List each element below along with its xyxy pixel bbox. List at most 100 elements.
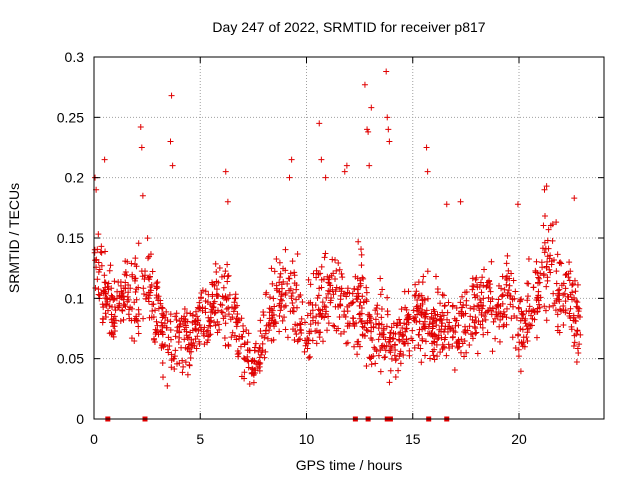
data-point <box>400 351 407 358</box>
data-point <box>400 332 407 339</box>
data-point <box>540 270 547 277</box>
data-point <box>304 345 311 352</box>
data-point <box>508 270 515 277</box>
data-point <box>446 345 453 352</box>
data-point <box>234 348 241 355</box>
data-point <box>537 294 544 301</box>
data-point <box>187 329 194 336</box>
data-point <box>546 266 553 273</box>
data-point <box>257 360 264 367</box>
data-point <box>367 335 374 342</box>
data-point <box>269 315 276 322</box>
data-point <box>435 332 442 339</box>
data-point <box>336 314 343 321</box>
data-point <box>330 291 337 298</box>
data-point <box>432 273 439 280</box>
data-point <box>417 345 424 352</box>
data-point <box>221 334 228 341</box>
outlier-point <box>322 174 329 181</box>
data-point <box>562 285 569 292</box>
data-point <box>259 340 266 347</box>
outlier-point <box>543 183 550 190</box>
outlier-point <box>361 81 368 88</box>
data-point <box>172 333 179 340</box>
data-point <box>246 381 253 388</box>
data-point <box>375 352 382 359</box>
data-point <box>485 307 492 314</box>
outlier-point <box>222 168 229 175</box>
data-point <box>307 310 314 317</box>
data-point <box>318 284 325 291</box>
data-point <box>219 309 226 316</box>
data-point <box>191 318 198 325</box>
data-point <box>343 340 350 347</box>
y-tick-label: 0.25 <box>57 109 84 125</box>
data-point <box>153 280 160 287</box>
data-point <box>538 259 545 266</box>
data-point <box>317 307 324 314</box>
data-point <box>494 313 501 320</box>
data-point <box>230 308 237 315</box>
data-point <box>541 239 548 246</box>
y-tick-label: 0.2 <box>65 170 85 186</box>
outlier-point <box>384 114 391 121</box>
data-point <box>472 294 479 301</box>
data-point <box>207 323 214 330</box>
data-point <box>466 341 473 348</box>
data-point <box>187 310 194 317</box>
data-point <box>558 307 565 314</box>
data-point <box>294 250 301 257</box>
data-point <box>145 298 152 305</box>
data-point <box>571 277 578 284</box>
outlier-point <box>541 186 548 193</box>
data-point <box>404 316 411 323</box>
outlier-point <box>343 162 350 169</box>
data-point <box>394 319 401 326</box>
outlier-point <box>101 156 108 163</box>
data-point <box>444 309 451 316</box>
data-point <box>351 321 358 328</box>
data-point <box>357 310 364 317</box>
data-point <box>235 353 242 360</box>
data-point <box>276 259 283 266</box>
y-tick-label: 0 <box>76 411 84 427</box>
data-point <box>378 343 385 350</box>
data-point <box>216 326 223 333</box>
data-point <box>349 290 356 297</box>
data-point <box>268 337 275 344</box>
data-point <box>325 276 332 283</box>
data-point <box>257 327 264 334</box>
data-point <box>269 280 276 287</box>
data-point <box>282 302 289 309</box>
data-point <box>418 359 425 366</box>
data-point <box>555 287 562 294</box>
data-point <box>526 303 533 310</box>
data-point <box>193 326 200 333</box>
data-point <box>572 318 579 325</box>
data-point <box>297 321 304 328</box>
data-point <box>492 315 499 322</box>
data-point <box>487 281 494 288</box>
data-point <box>160 312 167 319</box>
data-point <box>266 294 273 301</box>
data-point <box>415 331 422 338</box>
data-point <box>215 279 222 286</box>
y-tick-label: 0.1 <box>65 290 85 306</box>
data-point <box>111 320 118 327</box>
data-point <box>433 322 440 329</box>
data-point <box>238 315 245 322</box>
data-point <box>519 326 526 333</box>
y-tick-label: 0.05 <box>57 351 84 367</box>
data-point <box>313 340 320 347</box>
x-tick-label: 10 <box>299 431 315 447</box>
x-tick-labels: 0 5 10 15 20 <box>90 431 527 447</box>
data-point <box>128 335 135 342</box>
data-point <box>388 344 395 351</box>
data-point <box>418 292 425 299</box>
data-point <box>123 272 130 279</box>
data-point <box>574 281 581 288</box>
data-point <box>520 339 527 346</box>
data-point <box>241 369 248 376</box>
data-point <box>388 324 395 331</box>
